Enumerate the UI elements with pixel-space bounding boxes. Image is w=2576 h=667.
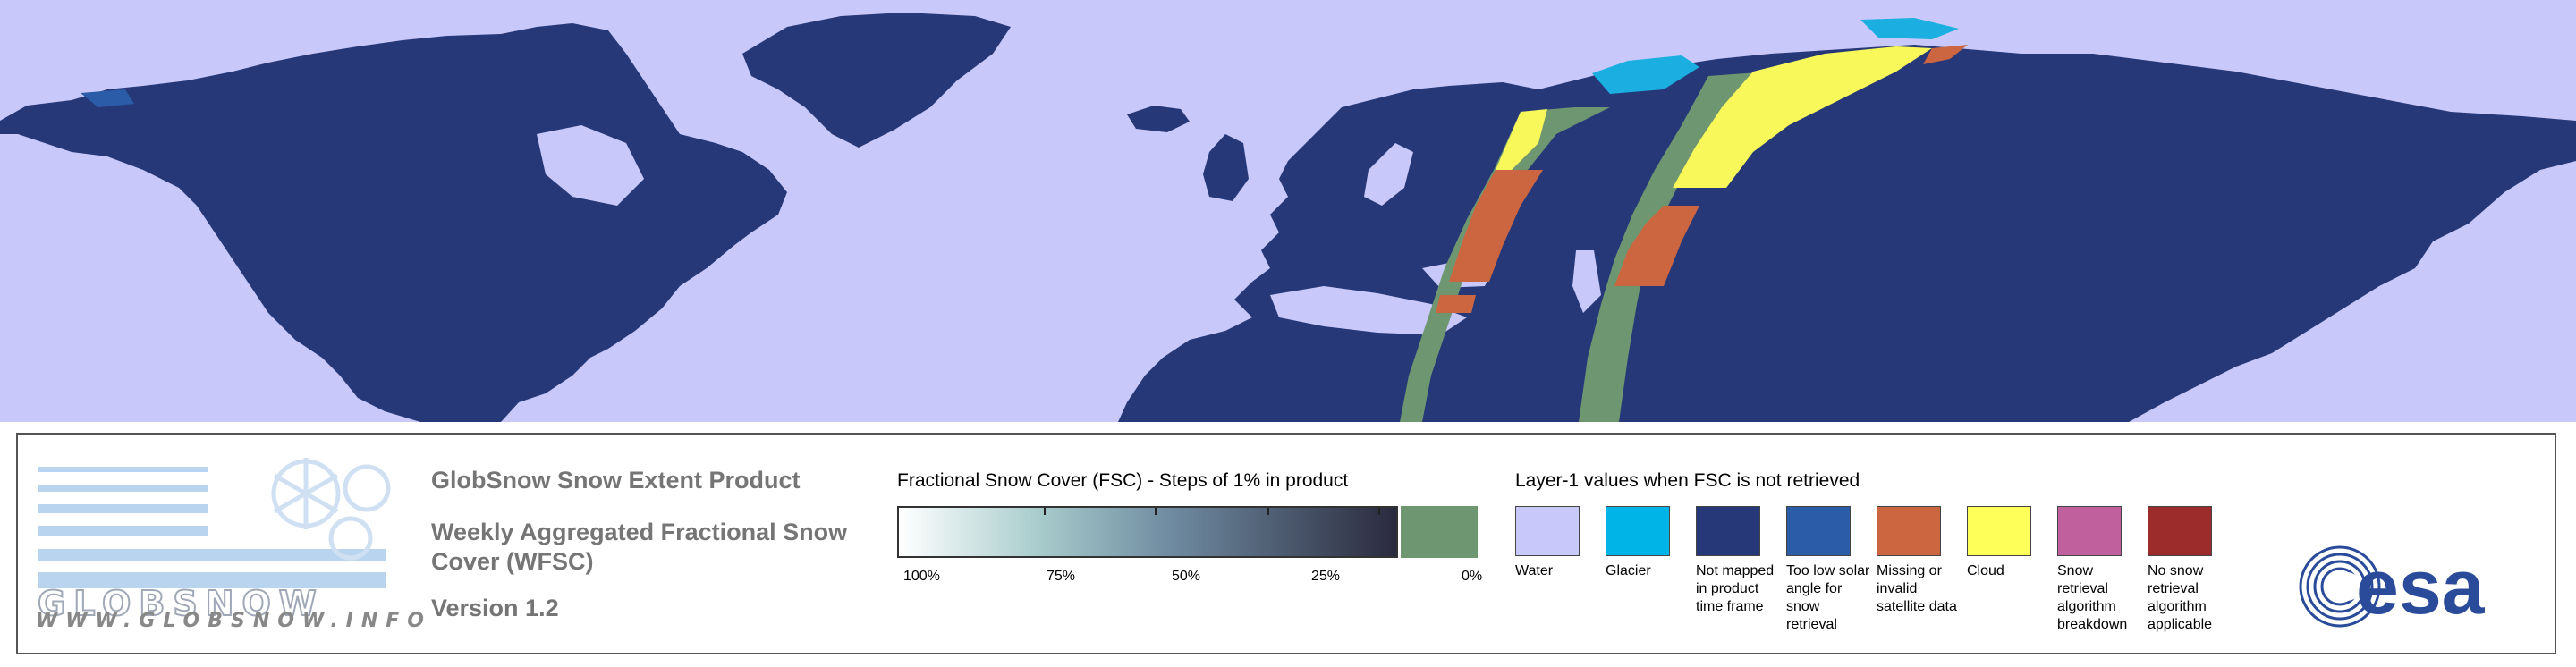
snowflake-icon	[271, 458, 391, 561]
swath-east-missing	[1923, 45, 1968, 64]
layer1-swatch	[1515, 506, 1580, 556]
swath-west-cloud	[1496, 109, 1547, 170]
bay-hudson	[537, 125, 644, 206]
layer1-swatch	[1967, 506, 2031, 556]
logo-url: WWW.GLOBSNOW.INFO	[36, 610, 433, 632]
globsnow-logo: GLOBSNOW	[38, 458, 391, 624]
fsc-label: 100%	[903, 569, 940, 584]
esa-icon	[2299, 545, 2381, 628]
layer1-label: Snow retrieval algorithm breakdown	[2057, 563, 2128, 632]
glacier-svalbard	[1592, 55, 1699, 94]
fsc-tick	[1267, 508, 1269, 515]
product-version: Version 1.2	[431, 595, 559, 621]
fsc-label: 75%	[1046, 569, 1076, 584]
fsc-label: 25%	[1311, 569, 1341, 584]
landmass-eurasia	[1118, 45, 2576, 422]
product-subtitle: Weekly Aggregated Fractional Snow Cover …	[431, 519, 848, 575]
sea-caspian	[1572, 250, 1601, 313]
layer1-swatch	[1696, 506, 1760, 556]
snow-cover-map	[0, 0, 2576, 422]
landmass-iceland	[1127, 106, 1190, 132]
layer1-label: Not mapped in product time frame	[1696, 563, 1775, 614]
layer1-legend-title: Layer-1 values when FSC is not retrieved	[1515, 470, 1860, 491]
product-title-block: GlobSnow Snow Extent Product Weekly Aggr…	[431, 467, 852, 622]
legend-panel: GLOBSNOW WWW.GLOBSNOW.INFO GlobSnow Snow…	[16, 433, 2556, 654]
swath-east-missing-mid	[1614, 206, 1699, 286]
product-name: GlobSnow Snow Extent Product	[431, 467, 801, 494]
landmass-greenland	[742, 13, 1011, 148]
swath-west-missing-lower	[1436, 295, 1476, 313]
fsc-tick	[1378, 508, 1380, 515]
swath-east-zero	[1579, 72, 1771, 422]
layer1-label: No snow retrieval algorithm applicable	[2148, 563, 2213, 632]
esa-wordmark: esa	[2356, 545, 2486, 630]
glacier-alaska	[80, 89, 134, 107]
layer1-swatch	[1786, 506, 1851, 556]
layer1-label: Cloud	[1967, 563, 2004, 578]
layer1-swatch	[1877, 506, 1941, 556]
layer1-swatch	[1606, 506, 1670, 556]
fsc-tick	[1155, 508, 1157, 515]
swath-west-missing	[1449, 170, 1543, 282]
esa-logo: esa	[2299, 545, 2486, 630]
landmass-north-america	[0, 23, 787, 422]
glacier-franz-josef	[1860, 18, 1959, 39]
layer1-label: Missing or invalid satellite data	[1877, 563, 1957, 614]
layer1-swatch	[2057, 506, 2122, 556]
fsc-zero-swatch	[1401, 506, 1478, 558]
layer1-label: Too low solar angle for snow retrieval	[1786, 563, 1870, 632]
landmass-britain	[1203, 134, 1249, 201]
sea-mediterranean	[1270, 286, 1467, 335]
layer1-label: Water	[1515, 563, 1554, 578]
fsc-gradient-bar	[897, 506, 1398, 558]
globsnow-wordmark: GLOBSNOW	[38, 584, 325, 623]
fsc-tick	[1044, 508, 1046, 515]
layer1-label: Glacier	[1606, 563, 1651, 578]
landmass-japan	[2343, 224, 2406, 295]
fsc-label: 0%	[1462, 569, 1483, 584]
sea-baltic	[1364, 143, 1413, 206]
fsc-legend-title: Fractional Snow Cover (FSC) - Steps of 1…	[897, 470, 1349, 491]
layer1-swatch	[2148, 506, 2212, 556]
fsc-label: 50%	[1172, 569, 1201, 584]
swath-east-cloud	[1673, 46, 1932, 188]
